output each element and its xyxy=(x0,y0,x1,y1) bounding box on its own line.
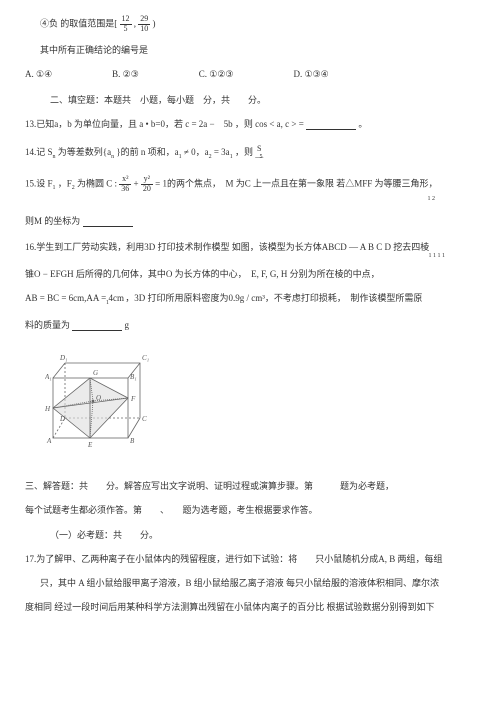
choice-a: A. ①④ xyxy=(25,66,52,82)
label-E: E xyxy=(87,441,93,449)
label-A1: A₁ xyxy=(45,373,52,381)
question-13: 13.已知a，b 为单位向量，且 a • b=0，若 c = 2a − 5b ，… xyxy=(25,116,475,132)
choice-c: C. ①②③ xyxy=(199,66,234,82)
q13-text: 13.已知a，b 为单位向量，且 a • b=0，若 c = 2a − 5b ，… xyxy=(25,119,304,129)
item4-prefix: ④负 的取值范围是[ xyxy=(40,18,117,28)
label-D1: D₁ xyxy=(59,354,68,362)
label-H: H xyxy=(45,405,51,413)
label-A: A xyxy=(46,437,52,445)
q15-frac-y: y² 20 xyxy=(141,175,153,194)
label-G: G xyxy=(93,369,98,377)
choice-row: A. ①④ B. ②③ C. ①②③ D. ①③④ xyxy=(25,66,475,82)
question-17-line2: 只，其中 A 组小鼠给服甲离子溶液，B 组小鼠给服乙离子溶液 每只小鼠给服的溶液… xyxy=(25,575,475,591)
item-4: ④负 的取值范围是[ 12 5 , 29 10 ) xyxy=(25,15,475,34)
section-3-line3: （一）必考题：共 分。 xyxy=(25,527,475,543)
frac-29-10: 29 10 xyxy=(138,15,150,34)
question-14: 14.记 Sn 为等差数列{an }的前 n 项和，a1 ≠ 0，a2 = 3a… xyxy=(25,144,475,163)
q13-suffix: 。 xyxy=(358,119,367,129)
choice-b: B. ②③ xyxy=(112,66,139,82)
label-D: D xyxy=(59,415,65,423)
section-2-title: 二、填空题：本题共 小题，每小题 分，共 分。 xyxy=(25,92,475,108)
question-16-line4: 料的质量为 g xyxy=(25,317,475,333)
label-B1: B₁ xyxy=(130,373,137,381)
label-F: F xyxy=(130,395,136,403)
q13-blank xyxy=(306,120,356,130)
conclusion-prompt: 其中所有正确结论的编号是 xyxy=(25,42,475,58)
section-3-line1: 三、解答题：共 分。解答应写出文字说明、证明过程或演算步骤。第 题为必考题， xyxy=(25,478,475,494)
question-16-line2: 锥O − EFGH 后所得的几何体，其中O 为长方体的中心， E, F, G, … xyxy=(25,266,475,282)
question-16-line3: AB = BC = 6cm,AA = 4cm1 ，3D 打印所用原料密度为0.9… xyxy=(25,290,475,309)
question-16-line1: 16.学生到工厂劳动实践，利用3D 打印技术制作模型 如图，该模型为长方体ABC… xyxy=(25,239,475,258)
label-C: C xyxy=(142,415,147,423)
question-17-line1: 17.为了解甲、乙两种离子在小鼠体内的残留程度，进行如下试验：将 只小鼠随机分成… xyxy=(25,551,475,567)
q15-blank xyxy=(83,217,133,227)
q15-frac-x: x² 36 xyxy=(119,175,131,194)
item4-mid: , xyxy=(134,18,136,28)
question-17-line3: 度相同 经过一段时间后用某种科学方法测算出残留在小鼠体内离子的百分比 根据试验数… xyxy=(25,599,475,615)
q15-sub12: 1 2 xyxy=(25,194,475,205)
choice-d: D. ①③④ xyxy=(294,66,329,82)
question-15-line2: 则M 的坐标为 xyxy=(25,213,475,229)
q16-blank xyxy=(72,321,122,331)
item4-suffix: ) xyxy=(153,18,156,28)
frac-12-5: 12 5 xyxy=(120,15,132,34)
cuboid-figure: D₁ C₁ A₁ B₁ G O F D C A B E H xyxy=(45,343,475,463)
section-3-line2: 每个试题考生都必须作答。第 、 题为选考题，考生根据要求作答。 xyxy=(25,502,475,518)
label-C1: C₁ xyxy=(142,354,149,362)
label-B: B xyxy=(130,437,135,445)
q16-sub1111: 1 1 1 1 xyxy=(25,255,475,258)
question-15: 15.设 F1 ，F2 为椭圆 C : x² 36 + y² 20 = 1的两个… xyxy=(25,175,475,205)
label-O: O xyxy=(96,394,101,402)
